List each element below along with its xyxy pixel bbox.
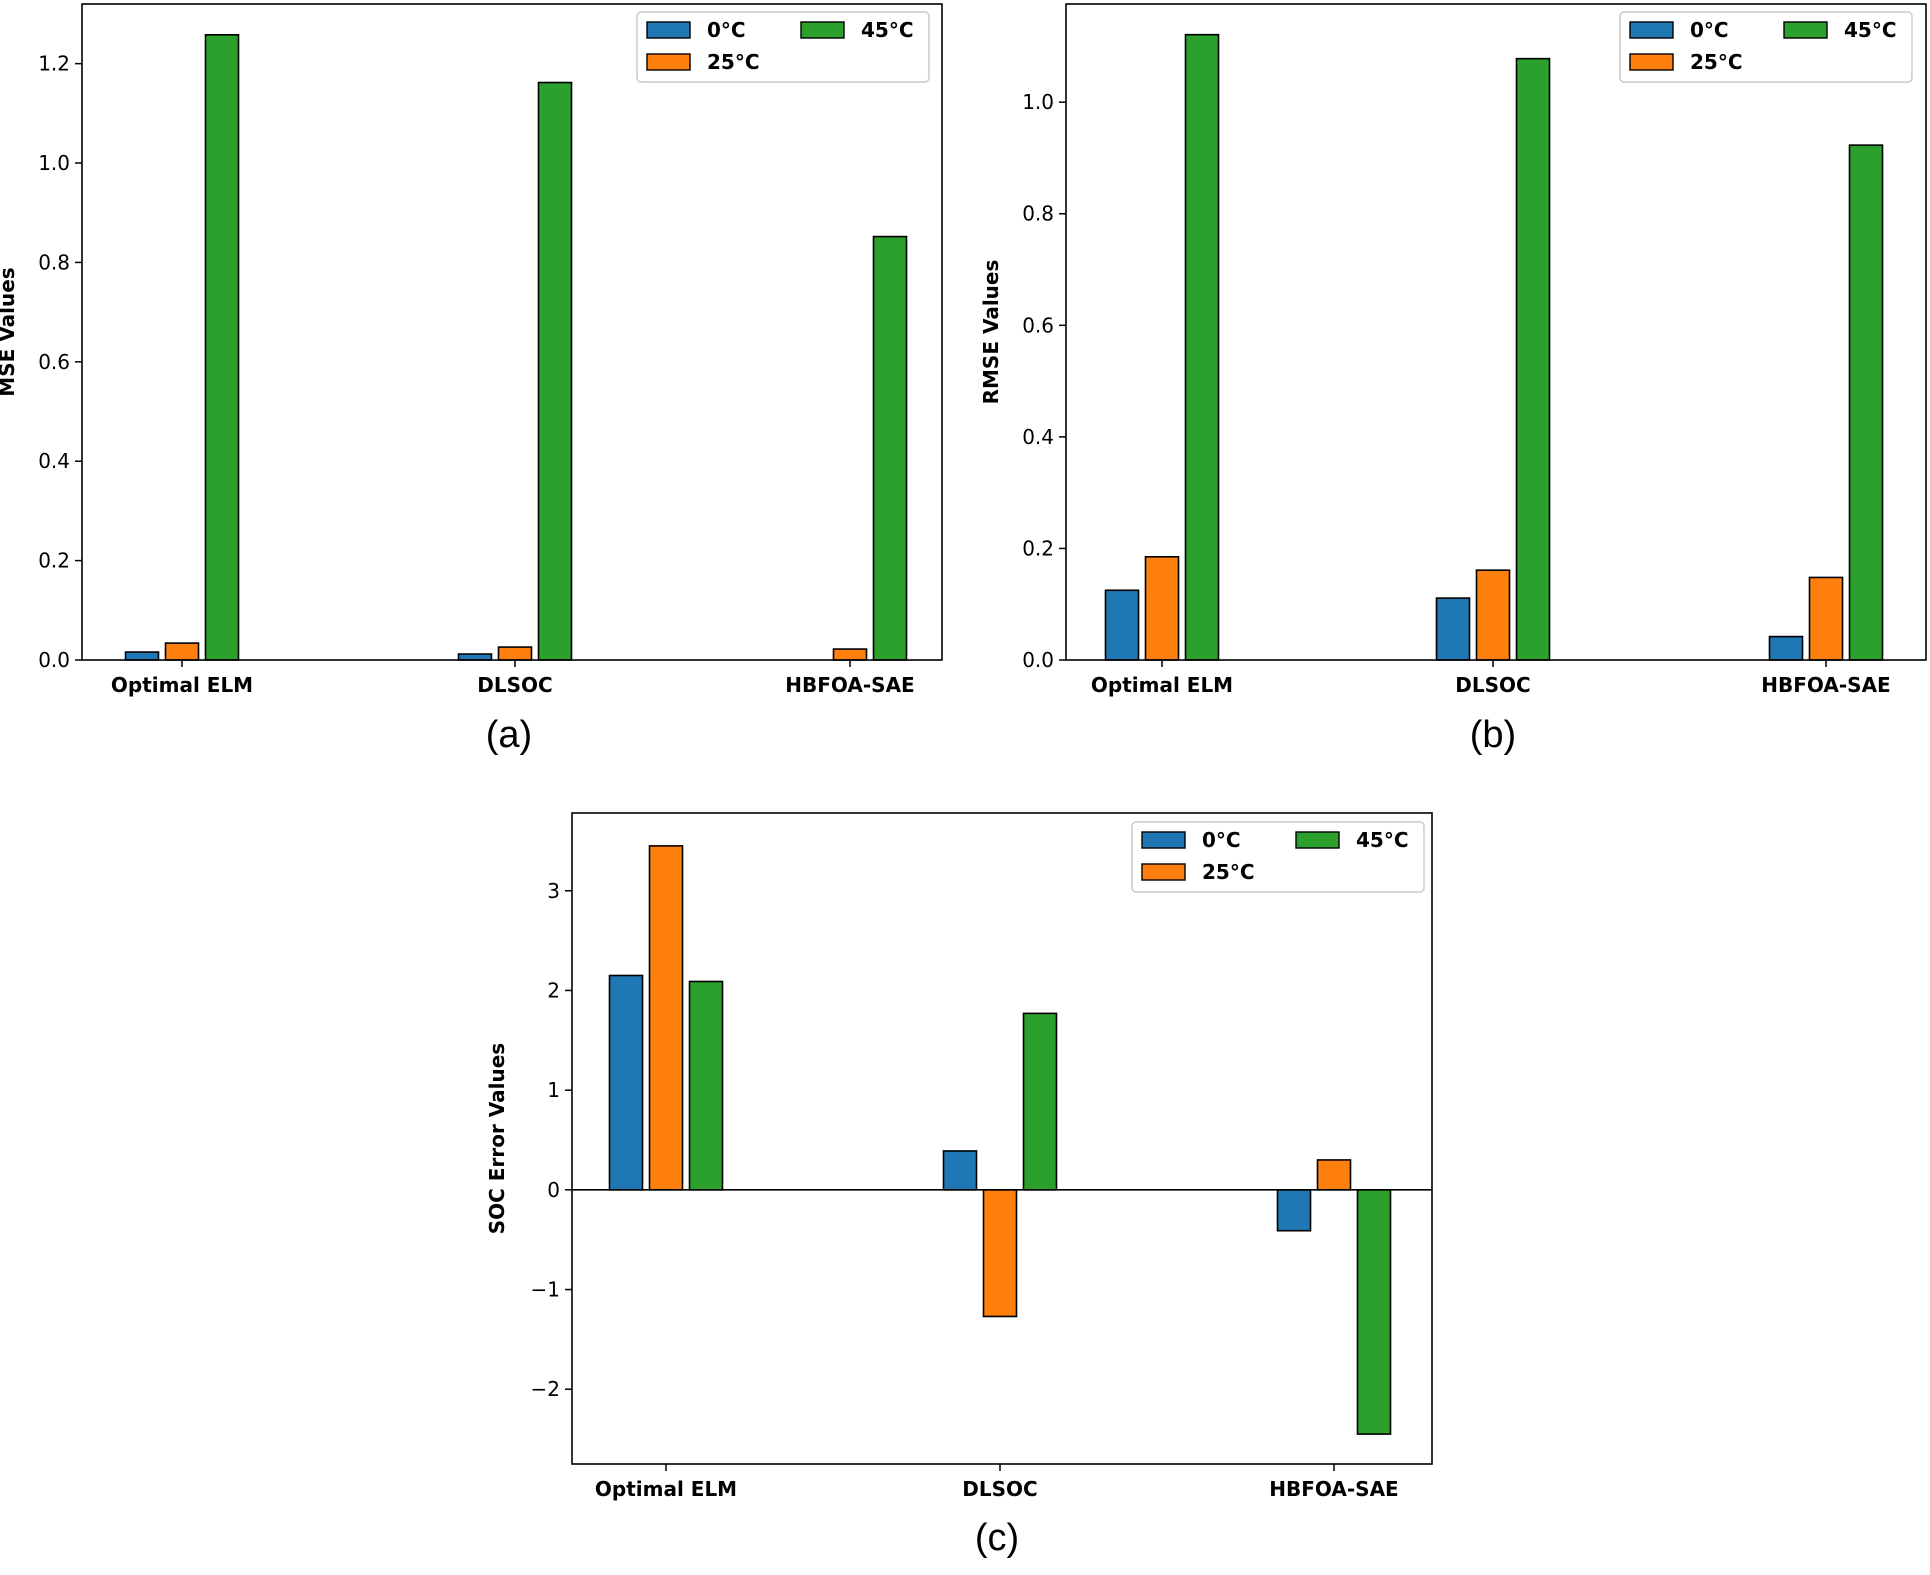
bar-25c-dlsoc <box>1475 569 1511 661</box>
bar-0c-hbfoa-sae <box>1276 1189 1312 1232</box>
y-tick-label: 0.8 <box>38 250 70 274</box>
legend-swatch-45c <box>1295 831 1340 849</box>
y-tick-label: 0 <box>547 1178 560 1202</box>
bar-0c-dlsoc <box>457 653 493 661</box>
x-tick-label: DLSOC <box>477 673 552 697</box>
y-tick-label: −1 <box>531 1278 560 1302</box>
bar-45c-optimal-elm <box>1184 33 1220 661</box>
legend-swatch-45c <box>800 21 845 39</box>
y-tick-label: 0.2 <box>38 549 70 573</box>
legend-swatch-25c <box>1629 53 1674 71</box>
legend-swatch-0c <box>1141 831 1186 849</box>
x-tick-label: Optimal ELM <box>111 673 253 697</box>
axes-frame <box>1065 3 1927 661</box>
bar-25c-dlsoc <box>982 1189 1018 1318</box>
y-tick-label: 1.0 <box>1022 90 1054 114</box>
y-tick-label: 1.2 <box>38 52 70 76</box>
y-tick-label: 0.6 <box>38 350 70 374</box>
chart-2: 0.0 0.2 0.4 0.6 0.8 1.0 Optimal ELM DLSOC HBFOA-… <box>979 3 1927 697</box>
legend-label: 45°C <box>1356 828 1409 852</box>
y-tick-label: 2 <box>547 978 560 1002</box>
legend-label: 0°C <box>707 18 746 42</box>
bar-45c-hbfoa-sae <box>872 235 908 661</box>
legend-label: 45°C <box>861 18 914 42</box>
y-tick-label: 1 <box>547 1078 560 1102</box>
bar-25c-dlsoc <box>497 646 533 661</box>
legend-frame <box>1619 11 1913 83</box>
legend: 0°C 25°C 45°C <box>636 11 930 83</box>
bar-45c-optimal-elm <box>688 980 724 1191</box>
legend-label: 25°C <box>1202 860 1255 884</box>
axes-frame <box>571 812 1433 1465</box>
bar-25c-optimal-elm <box>164 642 200 661</box>
chart-1: 0.0 0.2 0.4 0.6 0.8 1.0 1.2 Optimal ELM DLSOC HBF… <box>0 3 943 697</box>
legend-label: 0°C <box>1202 828 1241 852</box>
panel-label-c: (c) <box>974 1517 1020 1559</box>
bar-0c-optimal-elm <box>608 974 644 1191</box>
y-axis-label: RMSE Values <box>979 260 1003 405</box>
x-tick-label: Optimal ELM <box>1091 673 1233 697</box>
legend: 0°C 25°C 45°C <box>1619 11 1913 83</box>
bar-45c-hbfoa-sae <box>1356 1189 1392 1435</box>
bar-45c-dlsoc <box>537 81 573 661</box>
legend-swatch-0c <box>646 21 691 39</box>
bar-0c-optimal-elm <box>1104 589 1140 661</box>
bar-25c-hbfoa-sae <box>1316 1159 1352 1191</box>
bar-0c-hbfoa-sae <box>1768 635 1804 661</box>
panel-label-b: (b) <box>1469 714 1517 756</box>
bar-0c-optimal-elm <box>124 651 160 661</box>
y-tick-label: 0.4 <box>1022 425 1054 449</box>
x-tick-label: HBFOA-SAE <box>785 673 914 697</box>
bar-25c-optimal-elm <box>1144 556 1180 661</box>
panel-label-a: (a) <box>485 714 533 756</box>
legend-swatch-25c <box>646 53 691 71</box>
y-tick-label: 0.2 <box>1022 536 1054 560</box>
bar-25c-hbfoa-sae <box>1808 576 1844 661</box>
y-axis-label: MSE Values <box>0 267 19 396</box>
legend: 0°C 25°C 45°C <box>1131 821 1425 893</box>
y-axis-label: SOC Error Values <box>485 1043 509 1234</box>
x-tick-label: Optimal ELM <box>595 1477 737 1501</box>
legend-label: 0°C <box>1690 18 1729 42</box>
legend-label: 25°C <box>707 50 760 74</box>
y-tick-label: 0.6 <box>1022 313 1054 337</box>
legend-label: 45°C <box>1844 18 1897 42</box>
bar-0c-dlsoc <box>1435 597 1471 661</box>
bar-45c-dlsoc <box>1022 1012 1058 1191</box>
x-tick-label: DLSOC <box>1455 673 1530 697</box>
legend-label: 25°C <box>1690 50 1743 74</box>
bar-45c-dlsoc <box>1515 57 1551 661</box>
legend-frame <box>636 11 930 83</box>
y-tick-label: 3 <box>547 879 560 903</box>
legend-swatch-25c <box>1141 863 1186 881</box>
bar-25c-optimal-elm <box>648 845 684 1191</box>
chart-3: −2 −1 0 1 2 3 Optimal ELM DLSOC HBFOA-SAE SOC Err… <box>485 812 1433 1501</box>
legend-swatch-45c <box>1783 21 1828 39</box>
y-tick-label: 0.0 <box>1022 648 1054 672</box>
bar-45c-hbfoa-sae <box>1848 144 1884 661</box>
bar-25c-hbfoa-sae <box>832 648 868 661</box>
bar-0c-dlsoc <box>942 1150 978 1191</box>
legend-frame <box>1131 821 1425 893</box>
x-tick-label: HBFOA-SAE <box>1269 1477 1398 1501</box>
x-tick-label: HBFOA-SAE <box>1761 673 1890 697</box>
y-tick-label: 0.4 <box>38 449 70 473</box>
y-tick-label: 0.0 <box>38 648 70 672</box>
bar-45c-optimal-elm <box>204 34 240 661</box>
x-tick-label: DLSOC <box>962 1477 1037 1501</box>
axes-frame <box>81 3 943 661</box>
legend-swatch-0c <box>1629 21 1674 39</box>
y-tick-label: −2 <box>531 1377 560 1401</box>
y-tick-label: 1.0 <box>38 151 70 175</box>
y-tick-label: 0.8 <box>1022 202 1054 226</box>
